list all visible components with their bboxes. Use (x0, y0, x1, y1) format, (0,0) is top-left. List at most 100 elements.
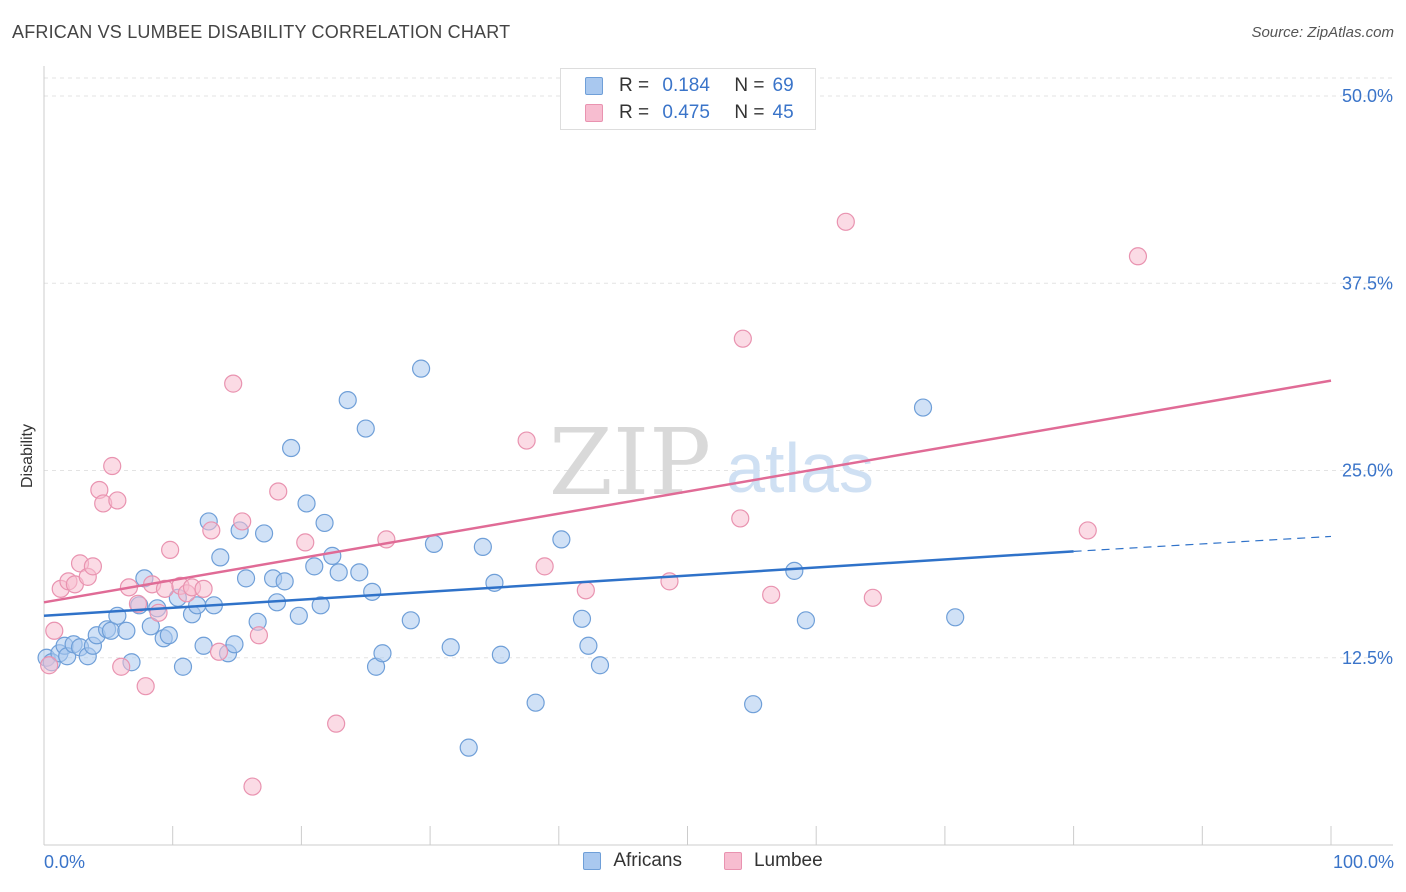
lumbee-point (40, 656, 59, 675)
lumbee-point (202, 521, 221, 540)
africans-point (526, 693, 545, 712)
watermark-atlas: atlas (726, 429, 874, 507)
africans-point (254, 524, 274, 543)
africans-swatch (585, 77, 603, 95)
source-label: Source: ZipAtlas.com (1251, 24, 1394, 41)
watermark-zip: ZIP (549, 409, 711, 516)
lumbee-legend-swatch (723, 852, 742, 870)
africans-point (338, 390, 357, 410)
data-points (37, 212, 1148, 796)
africans-point (744, 695, 763, 714)
legend-item-africans: Africans (583, 850, 682, 872)
axes (43, 66, 1393, 846)
chart-title: AFRICAN VS LUMBEE DISABILITY CORRELATION… (12, 22, 511, 42)
y-tick-label: 25.0% (1342, 461, 1393, 481)
africans-point (225, 635, 244, 654)
lumbee-point (83, 557, 103, 576)
lumbee-point (517, 431, 536, 450)
lumbee-point (103, 456, 122, 476)
legend-item-lumbee: Lumbee (723, 850, 823, 872)
stats-legend-row-lumbee: R = 0.475 N = 45 (585, 101, 794, 125)
africans-point (590, 656, 610, 675)
y-tick-labels: 12.5% 25.0% 37.5% 50.0% (1342, 86, 1393, 668)
y-tick-label: 12.5% (1342, 648, 1393, 668)
lumbee-point (576, 581, 595, 600)
africans-point (141, 617, 160, 636)
africans-point (236, 569, 256, 588)
africans-point (350, 563, 369, 582)
lumbee-point (112, 657, 131, 676)
africans-trend-line (43, 550, 1074, 618)
africans-point (473, 537, 492, 556)
lumbee-point (108, 491, 127, 510)
y-tick-label: 50.0% (1342, 86, 1393, 106)
africans-point (275, 572, 294, 591)
africans-point (194, 636, 213, 655)
x-tick-label-max: 100.0% (1332, 852, 1394, 872)
legend-label-lumbee: Lumbee (753, 850, 823, 871)
lumbee-point (128, 594, 148, 613)
lumbee-trend-line (43, 379, 1332, 604)
lumbee-point (863, 588, 882, 607)
lumbee-point (233, 512, 252, 531)
africans-point (315, 513, 334, 533)
africans-point (297, 494, 316, 513)
africans-point (329, 563, 348, 582)
lumbee-point (269, 482, 288, 501)
y-tick-label: 37.5% (1342, 273, 1393, 293)
lumbee-point (224, 374, 243, 393)
lumbee-point (535, 557, 554, 576)
lumbee-point (149, 603, 168, 622)
africans-point (579, 636, 598, 655)
africans-point (401, 611, 420, 630)
watermark: ZIP atlas (549, 409, 874, 516)
africans-point (311, 596, 330, 615)
lumbee-point (733, 329, 752, 348)
africans-point (459, 738, 478, 757)
africans-point (552, 530, 571, 549)
africans-point (173, 657, 193, 676)
africans-trend-extension (1073, 535, 1332, 552)
stats-legend: R = 0.184 N = 69 R = 0.475 N = 45 (560, 68, 816, 130)
africans-point (424, 534, 444, 554)
africans-point (491, 645, 510, 664)
n-value: 45 (772, 102, 794, 123)
legend-label-africans: Africans (613, 850, 682, 871)
africans-point (572, 609, 592, 628)
lumbee-point (731, 509, 750, 528)
africans-point (913, 398, 933, 417)
trend-lines (43, 379, 1332, 618)
n-value: 69 (772, 75, 794, 96)
africans-point (289, 606, 308, 625)
africans-point (373, 644, 392, 663)
r-label: R = (619, 75, 650, 96)
lumbee-swatch (585, 104, 603, 122)
africans-point (117, 621, 136, 640)
africans-point (441, 638, 460, 657)
africans-legend-swatch (583, 852, 602, 870)
lumbee-point (249, 626, 269, 645)
africans-point (363, 582, 382, 601)
lumbee-point (1128, 247, 1148, 266)
lumbee-point (762, 585, 781, 604)
africans-point (796, 611, 816, 630)
lumbee-point (296, 533, 315, 552)
series-legend: Africans Lumbee (0, 850, 1406, 872)
r-label: R = (619, 102, 650, 123)
n-label: N = (734, 102, 765, 123)
africans-point (356, 419, 375, 438)
lumbee-point (161, 540, 180, 559)
africans-point (323, 546, 342, 565)
lumbee-point (45, 621, 64, 640)
lumbee-point (836, 212, 855, 231)
lumbee-point (194, 579, 213, 598)
lumbee-point (209, 642, 229, 661)
africans-point (411, 359, 431, 378)
africans-point (282, 438, 301, 458)
africans-point (785, 561, 804, 580)
stats-legend-row-africans: R = 0.184 N = 69 (585, 74, 794, 98)
n-label: N = (734, 75, 765, 96)
r-value: 0.184 (662, 75, 710, 96)
x-tick-label-min: 0.0% (44, 852, 86, 872)
